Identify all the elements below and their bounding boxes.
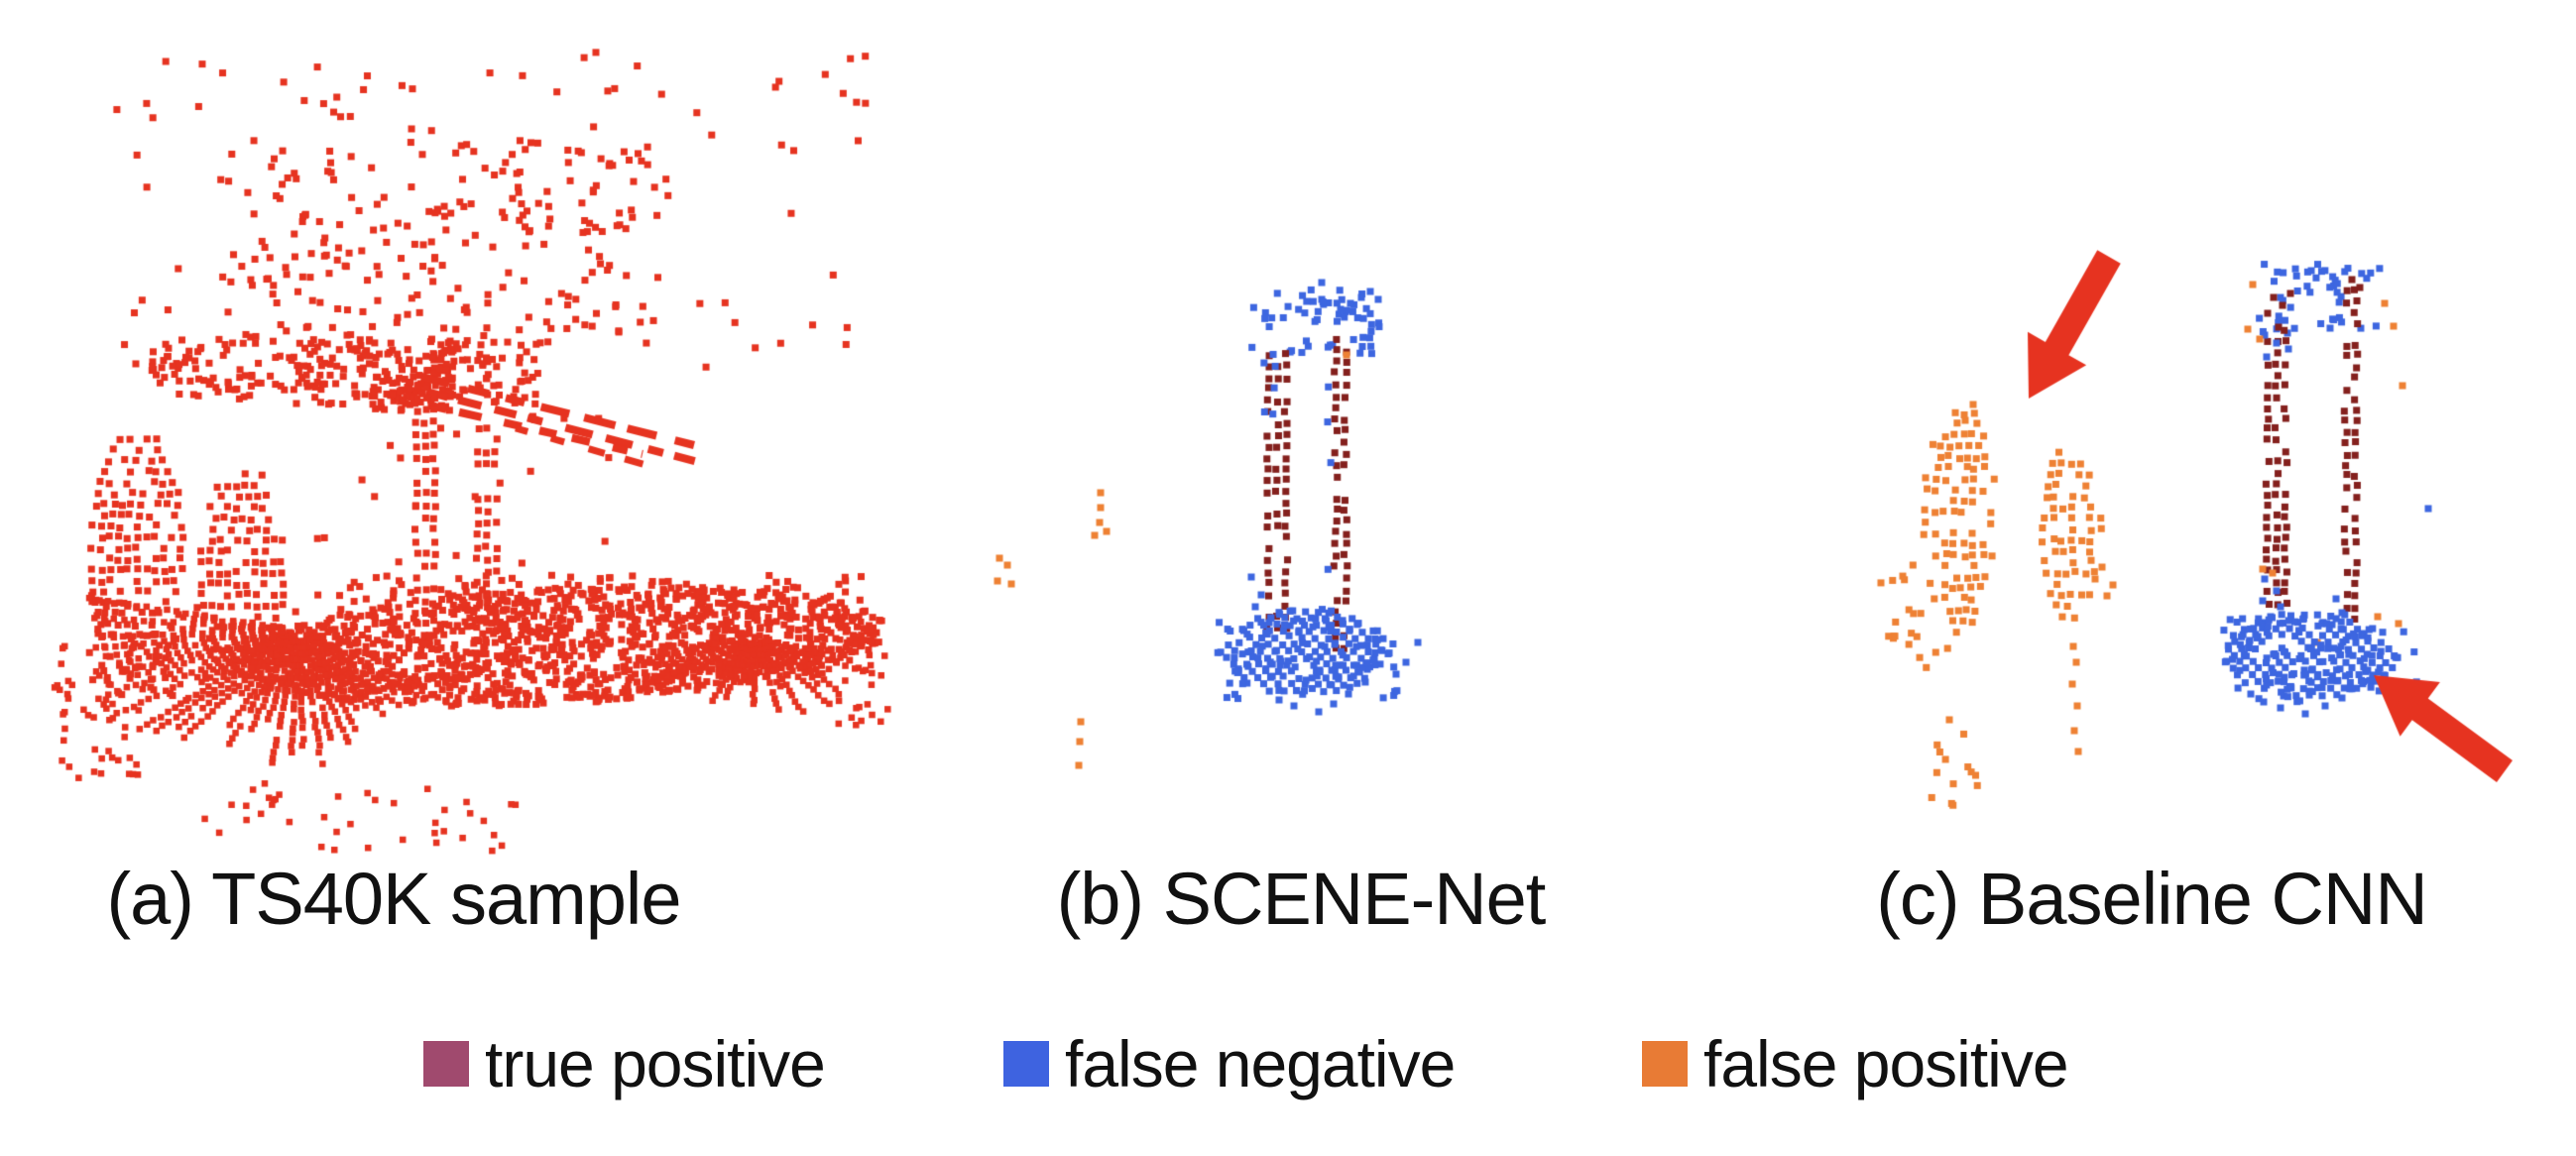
legend-item-false-positive: false positive	[1642, 1027, 2069, 1100]
false-positive-label: false positive	[1703, 1027, 2069, 1100]
legend-item-false-negative: false negative	[1003, 1027, 1456, 1100]
caption-panel-b: (b) SCENE-Net	[1056, 858, 1547, 940]
caption-panel-a: (a) TS40K sample	[106, 858, 682, 940]
false-positive-swatch	[1642, 1041, 1688, 1087]
false-negative-swatch	[1003, 1041, 1049, 1087]
legend-item-true-positive: true positive	[423, 1027, 826, 1100]
caption-panel-c: (c) Baseline CNN	[1876, 858, 2428, 940]
true-positive-swatch	[423, 1041, 469, 1087]
false-negative-label: false negative	[1065, 1027, 1456, 1100]
true-positive-label: true positive	[485, 1027, 826, 1100]
